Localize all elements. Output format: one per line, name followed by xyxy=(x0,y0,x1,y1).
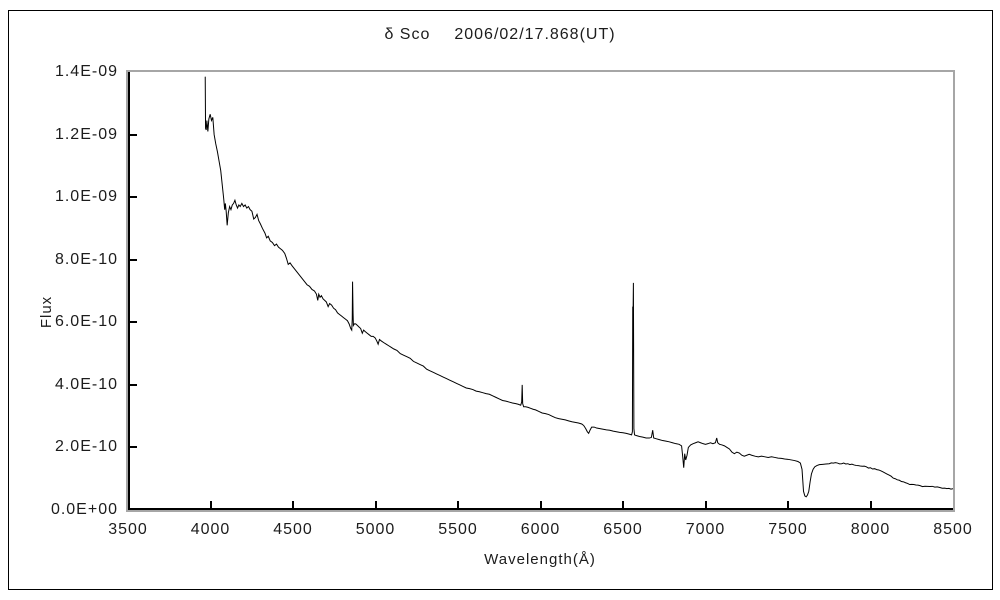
y-tick-label: 2.0E-10 xyxy=(54,438,118,456)
y-tick-label: 1.0E-09 xyxy=(54,188,118,206)
x-tick-label: 7500 xyxy=(768,521,808,538)
y-tick-label: 6.0E-10 xyxy=(54,313,118,331)
x-axis-tick xyxy=(457,501,459,508)
x-axis-tick xyxy=(209,501,212,508)
y-axis-title: Flux xyxy=(38,295,55,329)
x-axis-line xyxy=(128,508,953,510)
y-tick-label: 0.0E+00 xyxy=(50,501,118,518)
y-axis-line xyxy=(128,72,130,510)
x-axis-tick xyxy=(869,501,872,508)
x-tick-label: 5000 xyxy=(355,521,396,538)
x-tick-label: 4500 xyxy=(273,521,313,538)
y-axis-tick xyxy=(130,258,137,261)
x-tick-label: 6500 xyxy=(603,521,643,538)
object-name-label: δ Sco xyxy=(384,26,431,43)
y-axis-tick xyxy=(130,383,137,386)
x-tick-label: 8500 xyxy=(933,521,973,538)
y-tick-label: 1.4E-09 xyxy=(54,63,118,80)
x-tick-label: 3500 xyxy=(108,521,148,538)
y-axis-tick xyxy=(130,321,137,324)
x-tick-label: 7000 xyxy=(685,521,726,538)
plot-area xyxy=(126,70,955,512)
y-axis-tick xyxy=(130,133,137,136)
x-axis-title: Wavelength(Å) xyxy=(484,551,596,568)
x-tick-label: 4000 xyxy=(190,521,231,538)
y-tick-label: 8.0E-10 xyxy=(54,250,118,268)
spectrum-line-svg xyxy=(204,76,953,498)
y-tick-label: 4.0E-10 xyxy=(54,375,118,393)
x-tick-label: 5500 xyxy=(438,521,478,538)
x-axis-tick xyxy=(292,501,294,508)
x-axis-tick xyxy=(374,501,377,508)
x-axis-tick xyxy=(787,501,789,508)
y-axis-tick xyxy=(130,446,137,449)
x-tick-label: 8000 xyxy=(850,521,891,538)
x-axis-tick xyxy=(704,501,707,508)
observation-datetime-label: 2006/02/17.868(UT) xyxy=(454,26,616,43)
x-axis-tick xyxy=(622,501,624,508)
spectrum-line xyxy=(204,76,953,498)
x-tick-label: 6000 xyxy=(520,521,561,538)
x-axis-tick xyxy=(539,501,542,508)
y-axis-tick xyxy=(130,196,137,199)
y-tick-label: 1.2E-09 xyxy=(54,125,118,143)
chart-title: δ Sco 2006/02/17.868(UT) xyxy=(0,24,1000,46)
